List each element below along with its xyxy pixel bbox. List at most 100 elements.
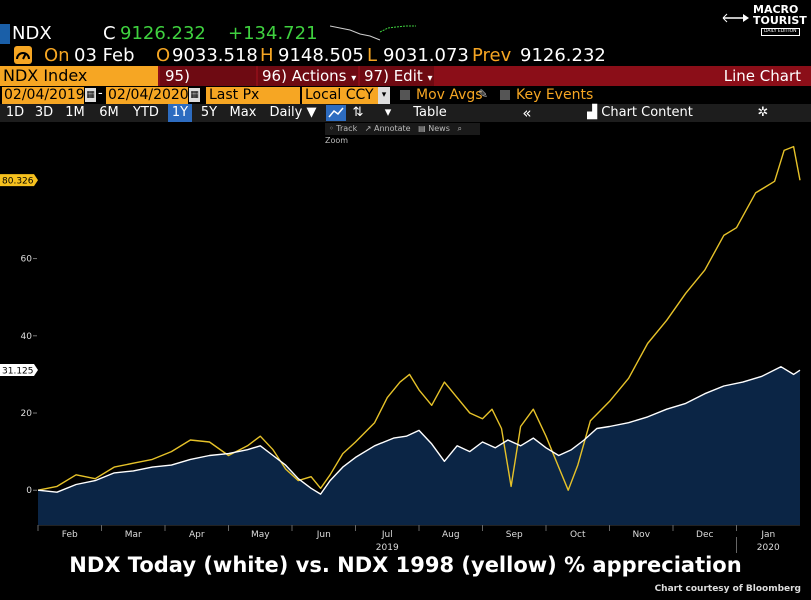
last-price: 9126.232: [120, 23, 206, 44]
range-tab-1y[interactable]: 1Y: [168, 104, 192, 122]
end-date-input[interactable]: 02/04/2020: [106, 87, 189, 104]
white-last-value-tag: [0, 364, 38, 377]
x-tick-label: Nov: [632, 530, 650, 540]
track-button[interactable]: Track: [336, 124, 358, 133]
track-icon: ◦: [329, 124, 334, 133]
range-tab-max[interactable]: Max: [229, 105, 257, 120]
yellow-last-value-label: 80.326: [2, 177, 34, 187]
mini-toolbar: ◦ Track ↗ Annotate ▤ News ⌕ Zoom: [325, 123, 480, 145]
white-series-area: [38, 366, 800, 525]
chart-content-icon: ▟: [587, 105, 598, 120]
on-label: On: [44, 45, 70, 66]
yellow-series-line: [37, 145, 801, 491]
courtesy-note: Chart courtesy of Bloomberg: [654, 584, 801, 594]
line-chart[interactable]: 0 20 40 60 Feb Mar Apr May Jun Jul Aug Sep Oct Nov Dec…: [0, 135, 811, 553]
chart-content-button[interactable]: ▟ Chart Content: [570, 104, 710, 122]
table-button[interactable]: Table: [413, 105, 447, 120]
y-tick-label: 20: [21, 409, 33, 419]
open-value: 9033.518: [172, 45, 258, 66]
edit-button[interactable]: 97) Edit ▾: [360, 66, 434, 86]
actions-label: 96) Actions: [262, 67, 347, 85]
range-tab-5y[interactable]: 5Y: [200, 105, 218, 120]
quote-date: 03 Feb: [74, 45, 135, 66]
zoom-icon: ⌕: [457, 124, 462, 133]
range-tab-1m[interactable]: 1M: [65, 105, 85, 120]
prev-label: Prev: [472, 45, 512, 66]
mov-avgs-label: Mov Avgs: [416, 87, 483, 103]
chart-caption: NDX Today (white) vs. NDX 1998 (yellow) …: [69, 553, 742, 577]
start-date-input[interactable]: 02/04/2019: [2, 87, 85, 104]
currency-select[interactable]: Local CCY: [302, 87, 378, 104]
range-tab-1d[interactable]: 1D: [5, 105, 25, 120]
range-bar: [0, 104, 811, 122]
sparkline-icon: [330, 25, 416, 41]
frequency-select[interactable]: Daily ▼: [266, 104, 320, 122]
pencil-icon[interactable]: ✎: [478, 87, 489, 101]
bar-chart-icon[interactable]: ⇅: [352, 105, 364, 120]
frequency-caret-icon: ▼: [306, 105, 317, 120]
edit-caret-icon: ▾: [427, 73, 433, 84]
year-label: 2019: [376, 543, 399, 553]
x-tick-label: Sep: [506, 530, 523, 540]
start-calendar-icon[interactable]: ▦: [85, 88, 96, 102]
x-tick-label: Jan: [760, 530, 775, 540]
white-last-value-label: 31.125: [2, 367, 34, 377]
actions-button[interactable]: 96) Actions ▾: [258, 66, 358, 86]
white-series-line: [37, 365, 801, 495]
more-dropdown-icon[interactable]: ▾: [384, 105, 392, 120]
logo-line3: DAILY EDITION: [761, 28, 800, 36]
annotate-button[interactable]: Annotate: [374, 124, 411, 133]
x-tick-label: Feb: [62, 530, 78, 540]
date-separator: -: [98, 86, 103, 101]
macrotourist-logo: MACRO TOURIST DAILY EDITION: [721, 3, 807, 44]
logo-line1: MACRO: [753, 3, 799, 16]
edit-label: 97) Edit: [364, 67, 423, 85]
high-label: H: [260, 45, 274, 66]
close-label: C: [103, 23, 116, 44]
chart-type-label: Line Chart: [723, 66, 801, 86]
field-select[interactable]: Last Px: [206, 87, 300, 104]
low-label: L: [367, 45, 378, 66]
compare-button[interactable]: 95) Compare: [160, 66, 256, 105]
key-events-label: Key Events: [516, 87, 594, 103]
live-gauge-icon[interactable]: [14, 46, 32, 64]
range-tab-6m[interactable]: 6M: [99, 105, 119, 120]
line-chart-icon[interactable]: [326, 105, 346, 121]
range-tab-ytd[interactable]: YTD: [133, 105, 159, 120]
open-label: O: [156, 45, 171, 66]
x-tick-label: May: [251, 530, 270, 540]
news-button[interactable]: News: [428, 124, 450, 133]
ticker-symbol[interactable]: NDX: [12, 23, 52, 44]
logo-line2: TOURIST: [753, 14, 807, 27]
x-tick-label: Apr: [189, 530, 205, 540]
x-tick-label: Mar: [125, 530, 142, 540]
y-tick-label: 0: [26, 486, 32, 496]
price-change: +134.721: [228, 23, 318, 44]
year-label: 2020: [757, 543, 780, 553]
y-tick-label: 60: [21, 255, 33, 265]
currency-dropdown-icon[interactable]: ▾: [378, 87, 390, 104]
news-icon: ▤: [418, 124, 426, 133]
settings-gear-icon[interactable]: ✲: [757, 105, 769, 120]
zoom-button[interactable]: Zoom: [325, 136, 349, 145]
x-tick-label: Aug: [442, 530, 460, 540]
prev-value: 9126.232: [520, 45, 606, 66]
x-tick-label: Oct: [570, 530, 586, 540]
end-calendar-icon[interactable]: ▦: [189, 88, 200, 102]
x-tick-label: Jul: [381, 530, 393, 540]
chart-content-label: Chart Content: [601, 105, 693, 120]
yellow-last-value-tag: [0, 174, 38, 187]
x-tick-label: Jun: [316, 530, 331, 540]
high-value: 9148.505: [278, 45, 364, 66]
frequency-label: Daily: [269, 105, 303, 120]
collapse-left-icon[interactable]: «: [522, 104, 532, 122]
ticker-color-box: [0, 24, 10, 44]
security-input[interactable]: NDX Index: [0, 66, 158, 86]
mov-avgs-checkbox[interactable]: [400, 90, 410, 100]
actions-caret-icon: ▾: [351, 73, 357, 84]
annotate-icon: ↗: [364, 124, 372, 133]
range-tab-3d[interactable]: 3D: [34, 105, 54, 120]
y-tick-label: 40: [21, 332, 33, 342]
key-events-checkbox[interactable]: [500, 90, 510, 100]
x-tick-label: Dec: [696, 530, 713, 540]
